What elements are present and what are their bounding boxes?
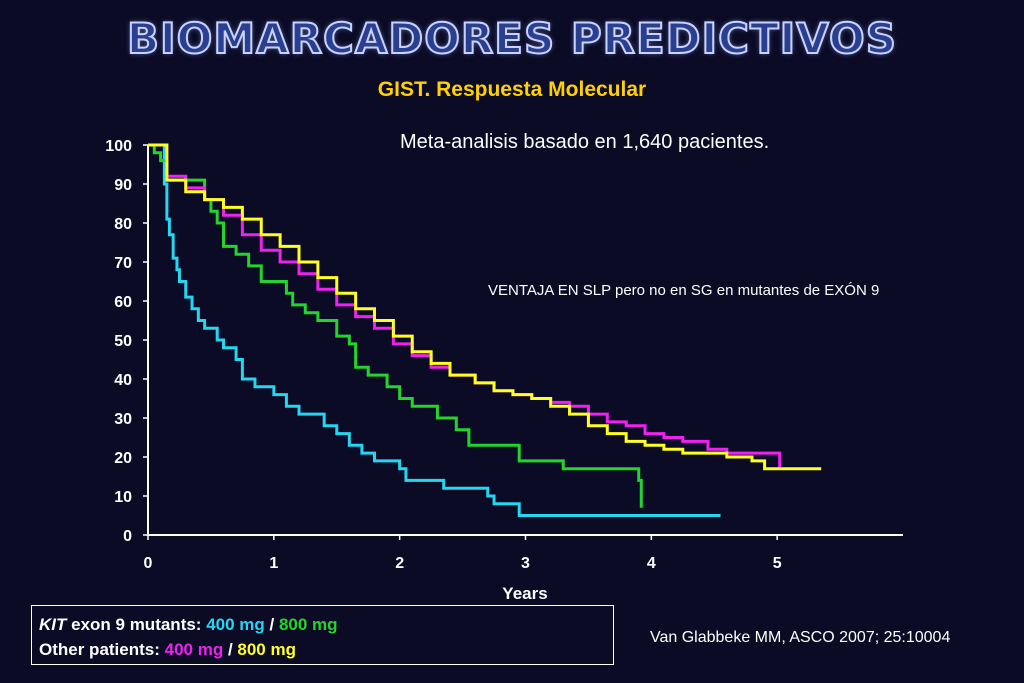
citation: Van Glabbeke MM, ASCO 2007; 25:10004 [650, 629, 951, 646]
legend-kit-400: 400 mg [206, 615, 265, 634]
y-tick-label: 30 [114, 411, 132, 428]
legend-separator: / [223, 640, 238, 659]
chart-curves [148, 143, 822, 517]
y-tick-label: 100 [105, 138, 132, 155]
x-axis-label: Years [502, 584, 547, 603]
page-title: BIOMARCADORES PREDICTIVOS [126, 13, 897, 64]
y-tick-label: 60 [114, 294, 132, 311]
legend-kit-gene: KIT [39, 615, 67, 634]
y-tick-label: 80 [114, 216, 132, 233]
km-curve-other-800 [148, 143, 822, 471]
page-subtitle: GIST. Respuesta Molecular [377, 78, 647, 101]
x-tick-label: 5 [773, 555, 782, 572]
y-tick-label: 10 [114, 489, 132, 506]
x-tick-label: 0 [144, 555, 153, 572]
y-tick-label: 50 [114, 333, 132, 350]
y-tick-label: 70 [114, 255, 132, 272]
legend-separator: / [264, 615, 279, 634]
x-tick-label: 1 [269, 555, 278, 572]
legend-other-400: 400 mg [164, 640, 224, 659]
chart-annotation: VENTAJA EN SLP pero no en SG en mutantes… [488, 282, 880, 299]
legend-row-kit: KIT exon 9 mutants: 400 mg / 800 mg [39, 612, 605, 637]
chart-axes: 0 10 20 30 40 50 60 70 80 90 100 0 1 2 3 4 5 [105, 138, 903, 572]
km-curve-other-400 [148, 143, 782, 469]
meta-analysis-note: Meta-analisis basado en 1,640 pacientes. [400, 131, 770, 153]
y-tick-label: 40 [114, 372, 132, 389]
km-curve-kit-400 [148, 143, 721, 517]
x-tick-label: 2 [395, 555, 404, 572]
x-tick-label: 3 [521, 555, 530, 572]
y-tick-label: 90 [114, 177, 132, 194]
km-curve-kit-800 [148, 143, 643, 508]
legend-box: KIT exon 9 mutants: 400 mg / 800 mg Othe… [31, 605, 614, 665]
y-tick-label: 0 [123, 528, 132, 545]
x-tick-label: 4 [647, 555, 656, 572]
legend-other-label: Other patients: [39, 640, 165, 659]
legend-kit-label: exon 9 mutants: [66, 615, 207, 634]
legend-kit-800: 800 mg [278, 615, 338, 634]
legend-other-800: 800 mg [237, 640, 296, 659]
legend-row-other: Other patients: 400 mg / 800 mg [39, 637, 605, 662]
y-tick-label: 20 [114, 450, 132, 467]
